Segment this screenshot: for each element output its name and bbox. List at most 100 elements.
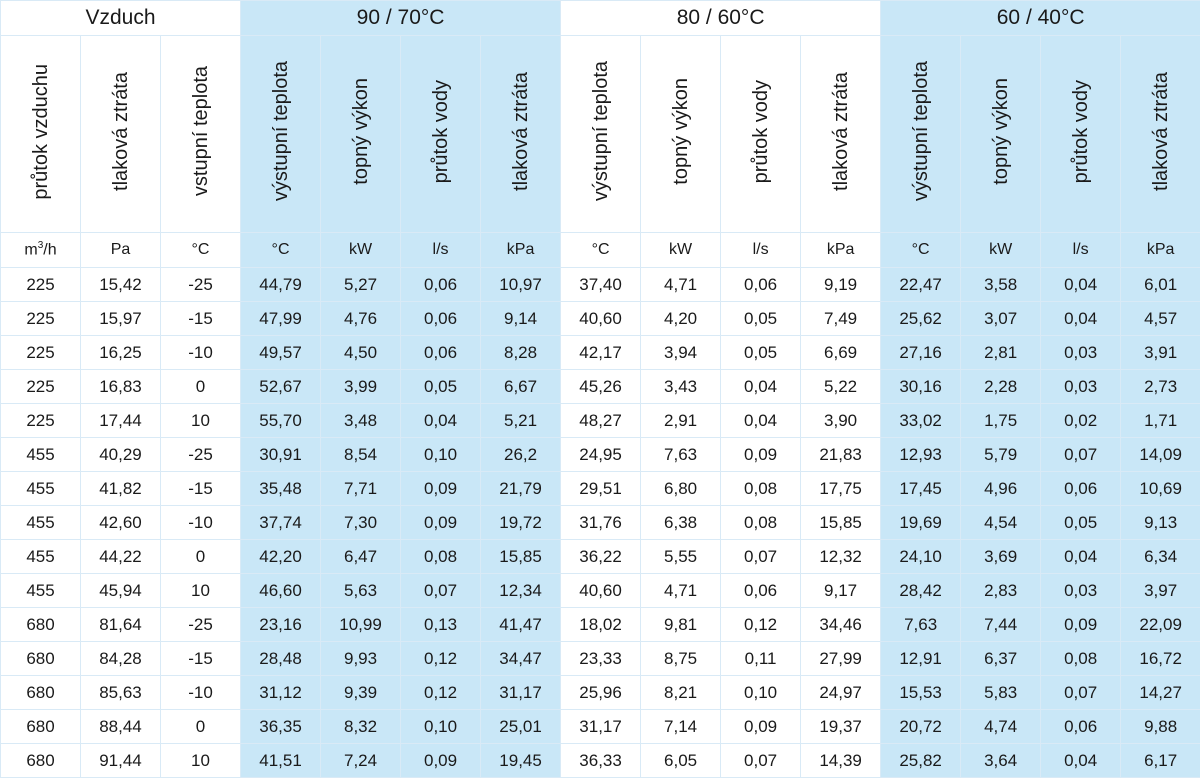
column-header: průtok vzduchu [0, 35, 81, 233]
table-cell: 5,55 [640, 539, 722, 574]
table-cell: 26,2 [480, 437, 562, 472]
column-header: topný výkon [320, 35, 402, 233]
table-cell: 34,47 [480, 641, 562, 676]
table-cell: 6,05 [640, 743, 722, 778]
unit-cell: kW [320, 232, 402, 268]
table-cell: 36,22 [560, 539, 642, 574]
table-cell: 0,09 [720, 437, 802, 472]
table-cell: 680 [0, 709, 81, 744]
table-cell: 0,12 [400, 675, 482, 710]
column-header: průtok vody [720, 35, 802, 233]
table-cell: 3,99 [320, 369, 402, 404]
table-cell: -25 [159, 607, 242, 642]
table-cell: 41,82 [80, 471, 161, 506]
table-cell: 5,63 [320, 573, 402, 608]
unit-cell: kPa [800, 232, 882, 268]
table-cell: 14,09 [1120, 437, 1200, 472]
table-cell: 42,20 [240, 539, 322, 574]
table-cell: -10 [159, 505, 242, 540]
table-cell: 0 [159, 539, 242, 574]
table-cell: 8,32 [320, 709, 402, 744]
table-cell: 9,39 [320, 675, 402, 710]
table-cell: 12,32 [800, 539, 882, 574]
table-cell: 680 [0, 641, 81, 676]
column-header-label: průtok vody [1069, 79, 1092, 184]
table-cell: 0,04 [720, 403, 802, 438]
table-cell: 16,72 [1120, 641, 1200, 676]
unit-cell: kW [640, 232, 722, 268]
table-cell: 10,99 [320, 607, 402, 642]
unit-cell: °C [240, 232, 322, 268]
table-row: 455 44,22 0 42,20 6,47 0,08 15,85 36,22 5,55 0,07… [0, 539, 1200, 574]
table-cell: 7,63 [640, 437, 722, 472]
table-row: 680 84,28 -15 28,48 9,93 0,12 34,47 23,33 8,75 0,… [0, 641, 1200, 676]
table-cell: 7,63 [880, 607, 962, 642]
table-cell: 40,29 [80, 437, 161, 472]
table-cell: 3,91 [1120, 335, 1200, 370]
table-cell: 9,17 [800, 573, 882, 608]
table-row: 455 45,94 10 46,60 5,63 0,07 12,34 40,60 4,71 0,0… [0, 573, 1200, 608]
table-cell: 7,14 [640, 709, 722, 744]
table-cell: 42,17 [560, 335, 642, 370]
table-cell: 15,85 [800, 505, 882, 540]
group-60-40: 60 / 40°C [880, 0, 1200, 36]
table-cell: 27,16 [880, 335, 962, 370]
table-cell: 85,63 [80, 675, 161, 710]
table-cell: 30,16 [880, 369, 962, 404]
table-cell: 22,47 [880, 267, 962, 302]
table-cell: 25,82 [880, 743, 962, 778]
table-cell: 0,05 [1040, 505, 1122, 540]
unit-row: m3/h Pa °C °C kW l/s kPa °C kW l/s kPa °C kW l/s kPa [0, 232, 1200, 268]
table-cell: 7,24 [320, 743, 402, 778]
table-cell: 6,38 [640, 505, 722, 540]
unit-cell: l/s [1040, 232, 1122, 268]
group-air: Vzduch [0, 0, 242, 36]
table-cell: 16,25 [80, 335, 161, 370]
table-cell: 2,81 [960, 335, 1042, 370]
table-cell: 6,37 [960, 641, 1042, 676]
table-cell: 41,51 [240, 743, 322, 778]
table-cell: 27,99 [800, 641, 882, 676]
table-cell: 36,33 [560, 743, 642, 778]
table-cell: 19,72 [480, 505, 562, 540]
table-cell: 9,81 [640, 607, 722, 642]
table-cell: 0,08 [720, 471, 802, 506]
table-cell: 225 [0, 301, 81, 336]
table-cell: 14,39 [800, 743, 882, 778]
table-cell: 0,05 [400, 369, 482, 404]
table-cell: 3,94 [640, 335, 722, 370]
table-cell: 35,48 [240, 471, 322, 506]
column-header-label: topný výkon [989, 78, 1012, 185]
table-cell: -15 [159, 301, 242, 336]
table-cell: 455 [0, 471, 81, 506]
table-row: 680 88,44 0 36,35 8,32 0,10 25,01 31,17 7,14 0,09… [0, 709, 1200, 744]
table-cell: 0 [159, 709, 242, 744]
table-cell: 6,69 [800, 335, 882, 370]
table-cell: 10,69 [1120, 471, 1200, 506]
table-cell: 1,71 [1120, 403, 1200, 438]
table-cell: -25 [159, 267, 242, 302]
column-header-label: vstupní teplota [189, 66, 212, 197]
table-cell: 0,09 [400, 505, 482, 540]
table-cell: 10 [159, 573, 242, 608]
unit-cell: °C [880, 232, 962, 268]
column-header-label: průtok vody [429, 79, 452, 184]
table-row: 680 91,44 10 41,51 7,24 0,09 19,45 36,33 6,05 0,0… [0, 743, 1200, 778]
table-cell: 3,48 [320, 403, 402, 438]
table-cell: 0,09 [720, 709, 802, 744]
table-cell: 25,96 [560, 675, 642, 710]
table-cell: 6,47 [320, 539, 402, 574]
table-cell: 0,12 [400, 641, 482, 676]
column-header-label: výstupní teplota [589, 61, 612, 202]
table-cell: 0,02 [1040, 403, 1122, 438]
table-cell: 0,07 [720, 539, 802, 574]
column-header: tlaková ztráta [1120, 35, 1200, 233]
unit-cell: l/s [400, 232, 482, 268]
table-row: 225 16,83 0 52,67 3,99 0,05 6,67 45,26 3,43 0,04 5… [0, 369, 1200, 404]
table-cell: 17,45 [880, 471, 962, 506]
column-name-row: průtok vzduchu tlaková ztráta vstupní tepl… [0, 35, 1200, 233]
table-cell: 9,14 [480, 301, 562, 336]
table-cell: 9,19 [800, 267, 882, 302]
table-cell: 4,74 [960, 709, 1042, 744]
table-cell: 0,07 [1040, 437, 1122, 472]
